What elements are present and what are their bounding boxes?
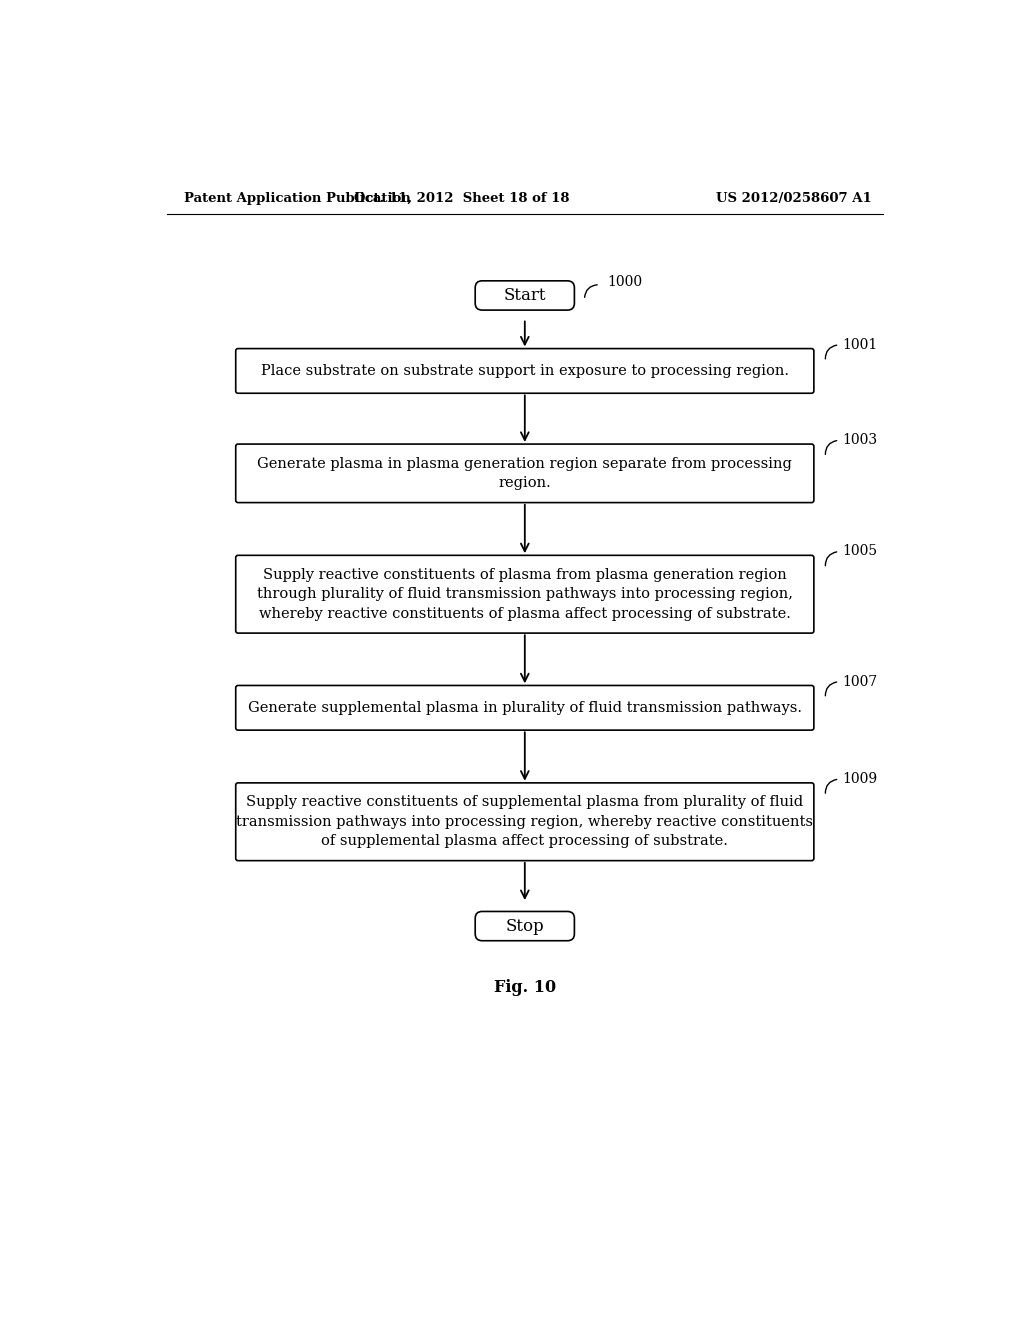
Text: Patent Application Publication: Patent Application Publication bbox=[183, 191, 411, 205]
FancyBboxPatch shape bbox=[236, 556, 814, 634]
Text: Oct. 11, 2012  Sheet 18 of 18: Oct. 11, 2012 Sheet 18 of 18 bbox=[353, 191, 569, 205]
Text: US 2012/0258607 A1: US 2012/0258607 A1 bbox=[716, 191, 872, 205]
FancyBboxPatch shape bbox=[236, 685, 814, 730]
Text: 1001: 1001 bbox=[843, 338, 878, 351]
Text: Start: Start bbox=[504, 286, 546, 304]
Text: Stop: Stop bbox=[506, 917, 544, 935]
Text: Generate supplemental plasma in plurality of fluid transmission pathways.: Generate supplemental plasma in pluralit… bbox=[248, 701, 802, 715]
FancyBboxPatch shape bbox=[236, 444, 814, 503]
Text: 1007: 1007 bbox=[843, 675, 878, 689]
Text: Fig. 10: Fig. 10 bbox=[494, 979, 556, 997]
Text: 1005: 1005 bbox=[843, 544, 878, 558]
FancyBboxPatch shape bbox=[475, 281, 574, 310]
Text: 1009: 1009 bbox=[843, 772, 878, 785]
Text: Supply reactive constituents of plasma from plasma generation region
through plu: Supply reactive constituents of plasma f… bbox=[257, 568, 793, 620]
FancyBboxPatch shape bbox=[236, 783, 814, 861]
FancyBboxPatch shape bbox=[236, 348, 814, 393]
Text: Place substrate on substrate support in exposure to processing region.: Place substrate on substrate support in … bbox=[261, 364, 788, 378]
Text: Supply reactive constituents of supplemental plasma from plurality of fluid
tran: Supply reactive constituents of suppleme… bbox=[237, 795, 813, 849]
Text: 1000: 1000 bbox=[607, 275, 643, 289]
FancyBboxPatch shape bbox=[475, 911, 574, 941]
Text: 1003: 1003 bbox=[843, 433, 878, 447]
Text: Generate plasma in plasma generation region separate from processing
region.: Generate plasma in plasma generation reg… bbox=[257, 457, 793, 490]
